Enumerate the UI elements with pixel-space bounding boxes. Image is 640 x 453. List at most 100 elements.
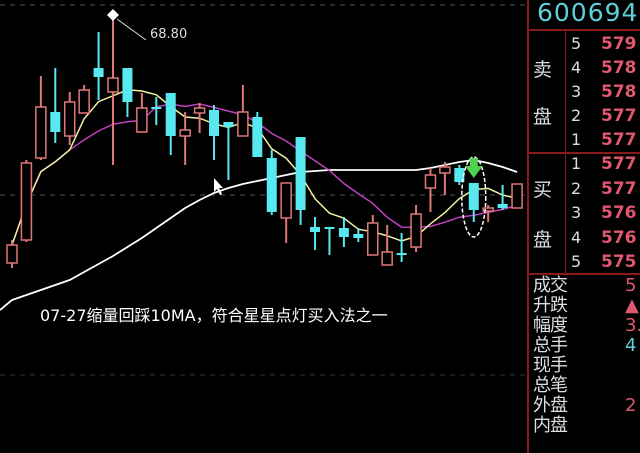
- order-level: 4: [571, 227, 582, 247]
- buy-label: 盘: [533, 229, 553, 251]
- stat-value: 3.: [625, 315, 640, 336]
- order-price: 577: [601, 154, 637, 174]
- stat-value: ▲: [625, 295, 639, 316]
- ma5-line: [11, 89, 518, 246]
- order-price: 576: [601, 203, 637, 223]
- candle-body: [310, 227, 321, 232]
- candle: [136, 93, 148, 133]
- high-marker-leader: [116, 18, 147, 41]
- candle-body: [252, 117, 263, 157]
- candle: [410, 205, 422, 252]
- candle-body: [209, 110, 220, 136]
- order-level: 5: [571, 34, 582, 53]
- candle: [209, 105, 220, 160]
- chart-annotation: 07-27缩量回踩10MA，符合星星点灯买入法之一: [40, 306, 388, 325]
- order-level: 4: [571, 58, 582, 77]
- candle: [165, 93, 176, 155]
- order-price: 577: [601, 178, 637, 199]
- candle: [280, 182, 292, 243]
- candle: [482, 205, 494, 222]
- highlight-ellipse: [461, 156, 487, 238]
- buy-label: 买: [533, 179, 553, 201]
- stat-value: 2: [625, 395, 637, 416]
- candle-body: [324, 227, 335, 229]
- candle-body: [122, 68, 133, 102]
- order-price: 578: [601, 58, 637, 78]
- candle-body: [424, 174, 437, 189]
- candle: [439, 162, 451, 195]
- high-price-label: 68.80: [150, 27, 187, 42]
- candle-body: [50, 112, 61, 132]
- candle: [424, 168, 437, 212]
- candle: [223, 122, 234, 180]
- stat-label: 总手: [533, 335, 568, 356]
- candle-body: [165, 93, 176, 136]
- candle: [266, 150, 277, 215]
- candle-body: [35, 106, 47, 159]
- candle: [310, 217, 321, 250]
- candle-body: [396, 253, 407, 255]
- stat-label: 幅度: [533, 315, 568, 336]
- candle: [35, 76, 47, 160]
- stat-label: 内盘: [533, 415, 568, 436]
- sell-label: 卖: [533, 59, 553, 81]
- candle: [511, 183, 523, 209]
- candle-body: [237, 111, 249, 137]
- divider: [529, 273, 640, 275]
- candle: [50, 68, 61, 143]
- ma-long-line: [11, 159, 518, 301]
- divider: [529, 29, 640, 31]
- candle-body: [266, 158, 277, 212]
- candle-body: [6, 244, 18, 264]
- stat-label: 成交: [533, 275, 568, 296]
- candle-body: [179, 129, 191, 137]
- candle-body: [367, 222, 379, 256]
- order-price: 576: [601, 227, 637, 248]
- order-price: 577: [601, 130, 637, 150]
- candle: [338, 217, 349, 247]
- candle: [454, 165, 465, 185]
- candle-body: [497, 204, 508, 208]
- order-level: 3: [571, 203, 582, 222]
- ma10-line: [11, 103, 518, 246]
- candle: [396, 233, 407, 262]
- candle-body: [107, 77, 119, 93]
- candle-body: [78, 89, 90, 114]
- candle-body: [439, 166, 451, 174]
- candle: [295, 137, 306, 225]
- stat-label: 外盘: [533, 395, 568, 416]
- order-price: 575: [601, 252, 637, 272]
- candle-body: [482, 207, 494, 212]
- candle: [353, 228, 364, 242]
- candle: [468, 183, 479, 222]
- order-level: 5: [571, 252, 582, 271]
- candle: [151, 97, 162, 125]
- stat-value: 5: [625, 275, 637, 296]
- candle-body: [136, 107, 148, 133]
- order-price: 577: [601, 106, 637, 126]
- candle-body: [511, 183, 523, 209]
- candle-body: [410, 213, 422, 248]
- candle: [193, 103, 206, 133]
- candle: [122, 68, 133, 117]
- stat-label: 现手: [533, 355, 568, 376]
- candle: [367, 215, 379, 256]
- candle-body: [338, 228, 349, 237]
- candle-body: [454, 168, 465, 182]
- sell-label: 盘: [533, 106, 553, 128]
- candlestick-chart[interactable]: 68.80 07-27缩量回踩10MA，符合星星点灯买入法之一: [0, 0, 527, 453]
- candle: [63, 92, 76, 145]
- candle-body: [353, 234, 364, 238]
- order-level: 1: [571, 130, 582, 149]
- divider: [529, 152, 640, 154]
- mouse-cursor-icon: [214, 178, 223, 195]
- divider: [565, 30, 566, 273]
- candle-body: [468, 183, 479, 210]
- stat-label: 总笔: [533, 375, 568, 396]
- candle: [252, 112, 263, 157]
- candle-body: [381, 251, 393, 266]
- candle-body: [223, 122, 234, 127]
- candle-body: [63, 101, 76, 137]
- candle: [324, 227, 335, 255]
- order-level: 2: [571, 106, 582, 125]
